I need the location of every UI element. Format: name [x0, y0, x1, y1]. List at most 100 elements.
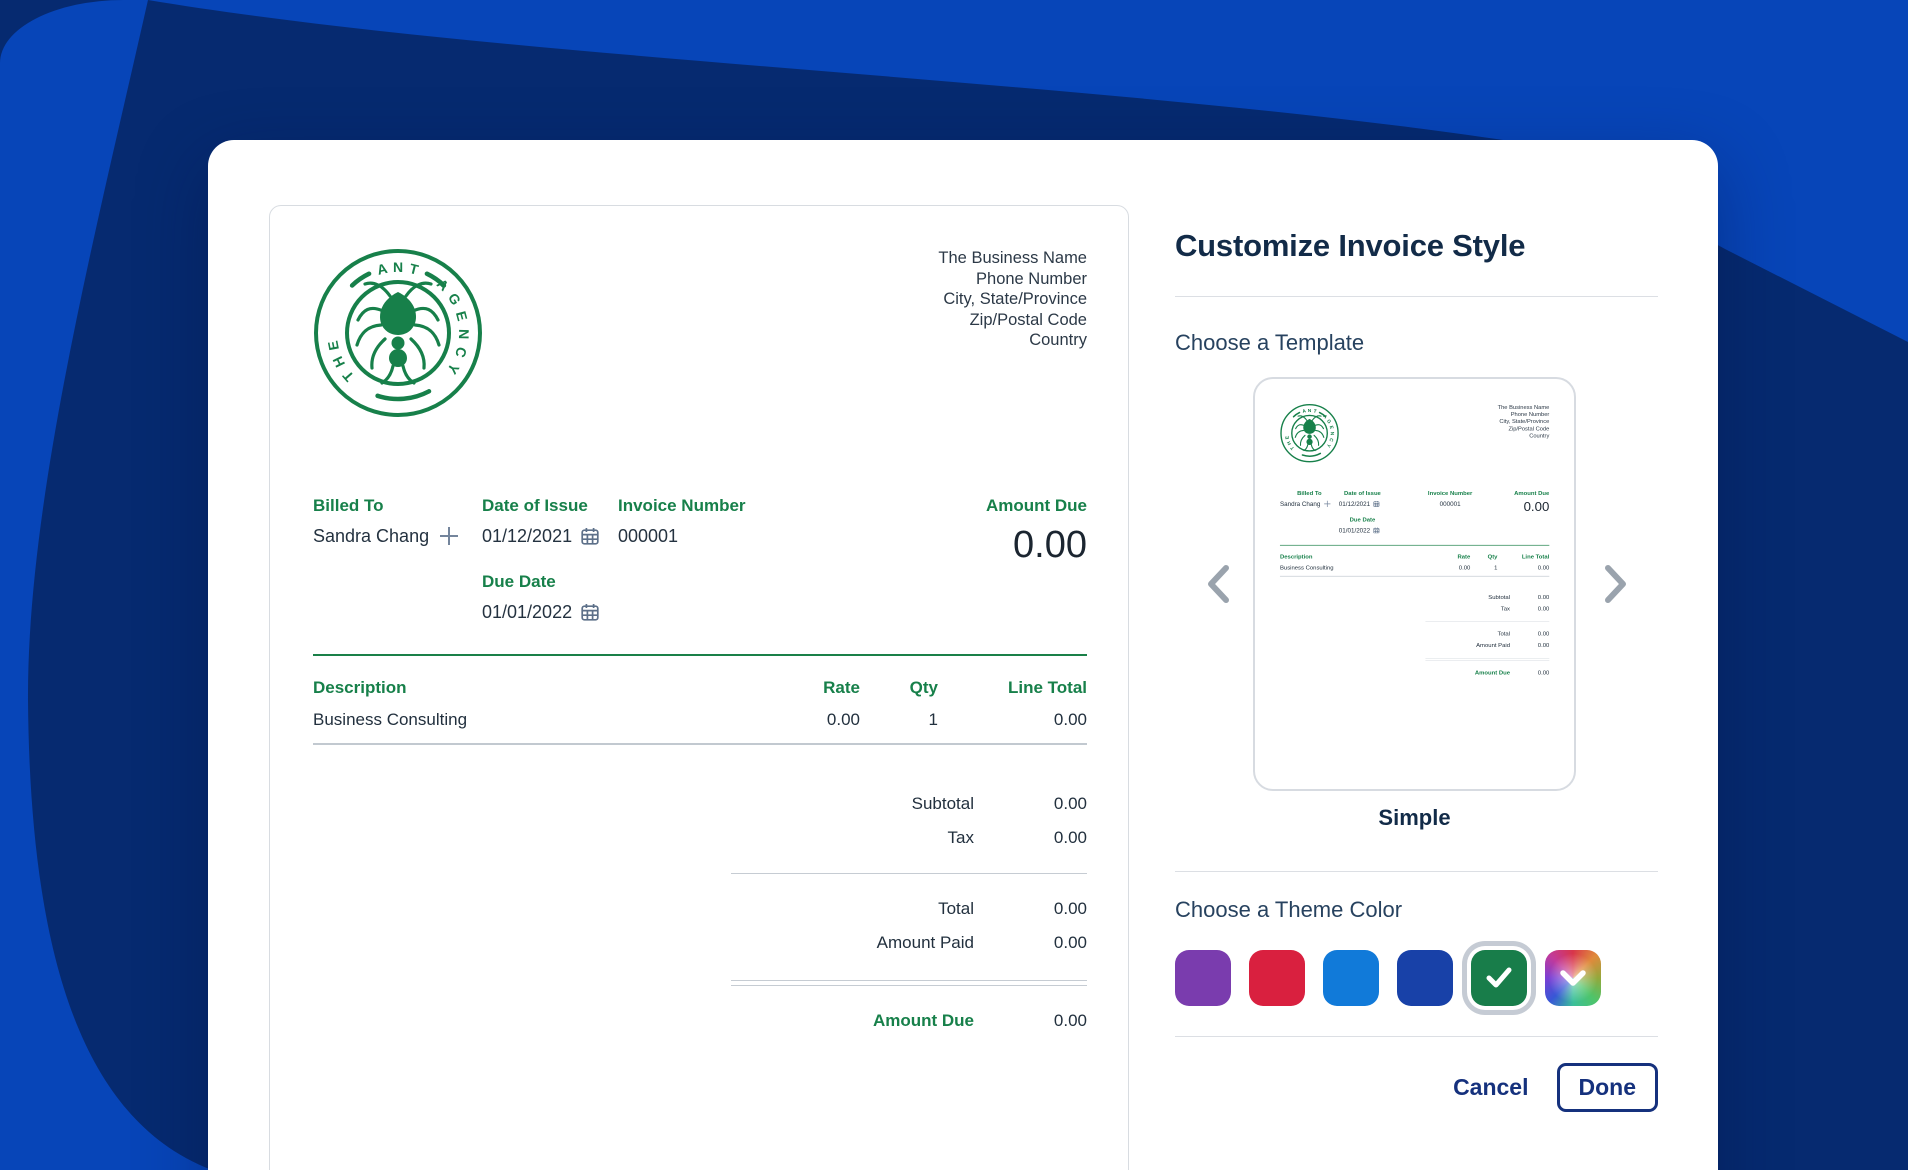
totals-divider: [731, 873, 1087, 874]
grand-total-divider: [731, 980, 1087, 986]
billed-to-block: Billed To Sandra Chang: [313, 496, 482, 624]
date-of-issue-value: 01/12/2021: [482, 526, 573, 546]
corner-wedge-shape: [0, 0, 123, 63]
svg-text:T: T: [339, 367, 357, 384]
plus-icon: [440, 527, 459, 545]
business-country: Country: [1029, 331, 1087, 349]
svg-text:A: A: [1302, 408, 1307, 415]
svg-text:C: C: [1327, 437, 1334, 443]
subtotal-row: Subtotal 0.00: [911, 794, 1087, 813]
svg-text:Y: Y: [1324, 442, 1331, 449]
color-section-label: Choose a Theme Color: [1175, 897, 1403, 922]
billed-to-label: Billed To: [313, 496, 384, 515]
action-buttons: Cancel Done: [1453, 1062, 1658, 1112]
mini-invoice-body: T H E A N T A G E N C Y: [1279, 403, 1550, 676]
business-phone: Phone Number: [976, 269, 1087, 288]
svg-text:C: C: [452, 345, 470, 359]
invoice-number-block: Invoice Number 000001: [618, 496, 986, 624]
totals-section: Subtotal 0.00 Tax 0.00 Total 0.00 Amount…: [731, 793, 1087, 1032]
svg-text:G: G: [445, 290, 464, 308]
svg-text:T: T: [408, 260, 421, 278]
amount-paid-row: Amount Paid 0.00: [876, 933, 1087, 952]
item-line-total: 0.00: [1053, 710, 1087, 729]
ant-agency-logo: T H E A N T A G E N C Y: [1280, 403, 1339, 463]
svg-text:E: E: [1284, 435, 1291, 440]
invoice-number-value: 000001: [618, 526, 679, 546]
calendar-icon: [1373, 501, 1380, 507]
calendar-icon: [581, 604, 599, 621]
selected-template-name: Simple: [1378, 805, 1451, 830]
cancel-button[interactable]: Cancel: [1453, 1073, 1529, 1100]
next-template-button[interactable]: [1599, 562, 1633, 606]
business-info: The Business Name Phone Number City, Sta…: [938, 248, 1087, 351]
svg-text:N: N: [1308, 408, 1312, 414]
ant-agency-logo: T H E A N T A G E N C Y: [314, 249, 482, 417]
amount-due-value: 0.00: [1013, 524, 1087, 566]
svg-text:N: N: [1329, 432, 1335, 436]
business-name: The Business Name: [938, 249, 1087, 267]
due-date-label: Due Date: [482, 572, 556, 591]
svg-text:H: H: [329, 354, 348, 370]
item-description: Business Consulting: [313, 710, 468, 729]
theme-color-custom-picker[interactable]: [1545, 950, 1601, 1006]
item-rate: 0.00: [826, 710, 860, 729]
due-date-picker-button[interactable]: [581, 603, 599, 621]
tax-row: Tax 0.00: [947, 828, 1087, 847]
line-items-header: Description Rate Qty Line Total: [313, 656, 1087, 698]
divider: [1175, 1036, 1658, 1037]
customize-invoice-modal: T H E A N T A G E N C Y The B: [208, 140, 1718, 1170]
chevron-right-icon: [1605, 565, 1626, 603]
previous-template-button[interactable]: [1201, 562, 1235, 606]
total-row: Total 0.00: [938, 899, 1087, 918]
plus-icon: [1323, 500, 1331, 508]
theme-color-azure[interactable]: [1323, 950, 1379, 1006]
calendar-icon: [1373, 527, 1380, 534]
invoice-body: T H E A N T A G E N C Y The B: [270, 206, 1130, 1074]
svg-text:E: E: [453, 309, 471, 322]
theme-color-swatches: [1175, 950, 1601, 1006]
svg-text:E: E: [324, 339, 341, 351]
table-top-rule: [313, 654, 1087, 656]
theme-color-crimson[interactable]: [1249, 950, 1305, 1006]
chevron-down-icon: [1560, 970, 1586, 986]
svg-text:A: A: [375, 260, 389, 278]
invoice-number-label: Invoice Number: [618, 496, 746, 515]
col-description: Description: [313, 678, 407, 697]
svg-text:T: T: [1290, 445, 1296, 451]
calendar-icon: [581, 528, 599, 545]
svg-text:N: N: [456, 329, 472, 339]
dates-block: Date of Issue 01/12/2021: [482, 496, 618, 624]
panel-title: Customize Invoice Style: [1175, 228, 1526, 263]
svg-text:T: T: [1313, 408, 1317, 415]
template-thumbnail-simple[interactable]: T H E A N T A G E N C Y: [1253, 377, 1576, 791]
billed-to-name: Sandra Chang: [313, 526, 430, 546]
svg-text:A: A: [1321, 414, 1328, 421]
template-thumbnail-preview: T H E A N T A G E N C Y: [1265, 389, 1564, 779]
svg-text:E: E: [1328, 425, 1335, 430]
col-line-total: Line Total: [1007, 678, 1087, 697]
svg-text:N: N: [393, 259, 403, 275]
chevron-left-icon: [1208, 565, 1229, 603]
item-qty: 1: [928, 710, 938, 729]
theme-color-royal-blue[interactable]: [1397, 950, 1453, 1006]
theme-color-purple[interactable]: [1175, 950, 1231, 1006]
theme-color-green-selected[interactable]: [1471, 950, 1527, 1006]
done-button[interactable]: Done: [1556, 1062, 1658, 1112]
col-rate: Rate: [823, 678, 860, 697]
amount-due-block: Amount Due 0.00: [986, 496, 1087, 624]
template-section-label: Choose a Template: [1175, 330, 1365, 355]
amount-due-label: Amount Due: [985, 496, 1087, 515]
checkmark-icon: [1486, 967, 1512, 988]
svg-text:Y: Y: [444, 361, 463, 378]
business-zip: Zip/Postal Code: [969, 310, 1087, 329]
due-date-value: 01/01/2022: [482, 602, 573, 622]
date-of-issue-label: Date of Issue: [482, 496, 588, 515]
add-client-button[interactable]: [438, 525, 460, 547]
business-city: City, State/Province: [943, 290, 1087, 308]
issue-date-picker-button[interactable]: [581, 527, 599, 545]
svg-text:H: H: [1286, 440, 1293, 446]
customize-panel: Customize Invoice Style Choose a Templat…: [1175, 140, 1658, 1170]
svg-text:G: G: [1325, 419, 1332, 426]
line-item-row: Business Consulting 0.00 1 0.00: [313, 710, 1087, 745]
col-qty: Qty: [909, 678, 938, 697]
